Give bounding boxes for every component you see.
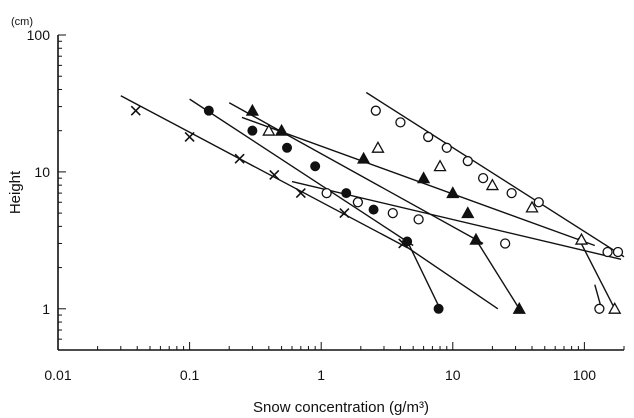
data-point-open-triangle [433, 159, 447, 172]
x-tick-label: 1 [317, 367, 325, 383]
data-point-filled-circle [433, 303, 444, 314]
y-unit-label: (cm) [11, 16, 33, 28]
series-line [120, 95, 408, 249]
series-line [365, 91, 625, 258]
data-point-open-triangle [525, 200, 539, 213]
data-point-filled-circle [247, 125, 258, 136]
tick-labels-layer: 0.01 0.1 1 10 100 1 10 100 [27, 27, 597, 383]
data-point-open-circle [395, 117, 406, 128]
data-point-open-circle [387, 207, 398, 219]
data-point-filled-triangle [446, 186, 460, 199]
x-tick-label: 0.1 [180, 367, 200, 383]
series-line [407, 243, 441, 310]
series-line [228, 102, 484, 245]
data-point-open-circle [321, 187, 332, 199]
y-tick-label: 100 [27, 27, 51, 43]
data-point-open-circle [413, 214, 424, 225]
data-point-x [184, 131, 195, 143]
data-point-x [269, 169, 280, 181]
data-point-filled-circle [203, 105, 214, 116]
data-point-open-circle [506, 187, 517, 199]
data-point-filled-triangle [461, 206, 475, 219]
x-axis-title: Snow concentration (g/m³) [253, 399, 429, 416]
y-axis-title: Height [7, 170, 24, 214]
series-lines-layer [120, 91, 625, 310]
series-line [577, 237, 616, 310]
x-tick-label: 0.01 [44, 367, 71, 383]
data-point-x [130, 105, 141, 116]
data-point-open-triangle [485, 178, 500, 191]
data-point-open-triangle [574, 232, 589, 245]
data-point-filled-triangle [416, 171, 431, 184]
data-point-filled-circle [310, 161, 321, 172]
data-point-open-circle [602, 246, 613, 258]
data-point-x [295, 188, 306, 199]
data-point-open-circle [370, 105, 381, 116]
data-point-x [339, 208, 350, 219]
x-tick-label: 10 [445, 367, 461, 383]
x-tick-label: 100 [573, 367, 597, 383]
data-point-filled-triangle [274, 123, 289, 136]
series-line [404, 244, 499, 310]
data-point-open-circle [462, 155, 473, 167]
data-point-open-triangle [262, 123, 276, 136]
data-point-open-circle [500, 238, 511, 249]
data-point-filled-circle [341, 188, 352, 199]
data-point-open-circle [477, 173, 489, 184]
data-point-open-circle [352, 197, 364, 208]
data-point-filled-triangle [356, 151, 371, 164]
data-point-filled-circle [402, 236, 413, 247]
series-line [475, 239, 520, 310]
data-point-open-circle [441, 142, 452, 153]
data-point-x [234, 153, 245, 164]
data-point-filled-triangle [245, 103, 259, 116]
data-point-open-triangle [371, 140, 385, 153]
data-point-open-circle [594, 303, 605, 314]
data-point-open-circle [612, 246, 624, 258]
data-point-filled-triangle [469, 232, 483, 245]
y-tick-label: 10 [34, 164, 50, 180]
axes-layer [57, 34, 625, 351]
data-point-open-circle [533, 197, 544, 208]
data-points-layer [130, 103, 624, 314]
y-tick-label: 1 [42, 301, 50, 317]
data-point-open-triangle [608, 301, 622, 314]
data-point-filled-triangle [512, 301, 526, 314]
data-point-filled-circle [368, 204, 379, 215]
data-point-filled-circle [282, 142, 293, 153]
data-point-open-circle [423, 131, 434, 143]
series-line [189, 98, 414, 247]
